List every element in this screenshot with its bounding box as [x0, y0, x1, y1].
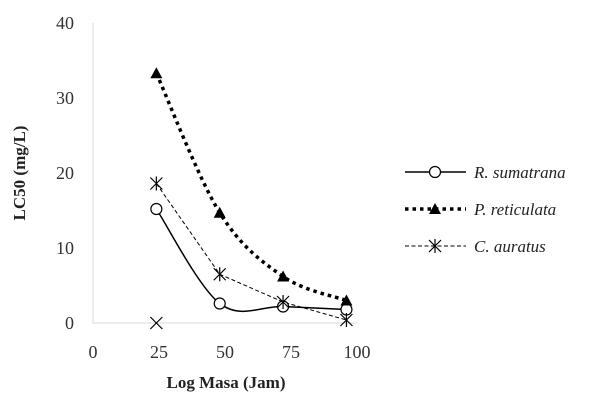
y-axis-title: LC50 (mg/L): [10, 126, 29, 221]
x-axis-title: Log Masa (Jam): [167, 373, 286, 392]
data-point-c-auratus: [149, 176, 163, 191]
data-point-r-sumatrana: [150, 202, 163, 216]
data-point-c-auratus: [213, 267, 227, 282]
series-line-r-sumatrana: [155, 208, 347, 313]
x-tick-label: 50: [216, 342, 234, 362]
y-tick-label: 40: [56, 13, 74, 33]
legend-marker-c-auratus: [428, 239, 442, 253]
data-point-p-reticulata: [213, 206, 226, 218]
legend-marker-p-reticulata: [429, 203, 441, 214]
annotation-marker: [149, 316, 163, 330]
legend-label-c-auratus: C. auratus: [474, 237, 546, 256]
data-point-p-reticulata: [277, 270, 290, 282]
marker-layer: [149, 67, 353, 330]
series-layer: [154, 72, 348, 321]
legend-item-p-reticulata: P. reticulata: [405, 200, 556, 219]
data-point-c-auratus: [276, 295, 290, 309]
legend-label-r-sumatrana: R. sumatrana: [473, 163, 566, 182]
x-tick-label: 0: [89, 342, 98, 362]
legend: R. sumatrana P. reticulata C. auratus: [405, 163, 566, 256]
series-line-p-reticulata: [154, 72, 348, 303]
x-tick-label: 100: [344, 342, 371, 362]
data-point-p-reticulata: [340, 294, 353, 306]
legend-item-r-sumatrana: R. sumatrana: [405, 163, 566, 182]
y-tick-label: 10: [56, 238, 74, 258]
legend-item-c-auratus: C. auratus: [405, 237, 546, 256]
y-tick-label: 20: [56, 163, 74, 183]
y-tick-label: 0: [65, 313, 74, 333]
x-tick-labels: 0 25 50 75 100: [89, 342, 371, 362]
y-tick-label: 30: [56, 88, 74, 108]
data-point-c-auratus: [340, 313, 353, 327]
legend-label-p-reticulata: P. reticulata: [473, 200, 556, 219]
data-point-p-reticulata: [150, 67, 163, 79]
x-tick-label: 75: [282, 342, 300, 362]
data-point-r-sumatrana: [213, 297, 226, 310]
legend-marker-r-sumatrana: [428, 165, 442, 179]
y-tick-labels: 0 10 20 30 40: [56, 13, 74, 333]
series-line-c-auratus: [155, 183, 347, 321]
x-tick-label: 25: [150, 342, 168, 362]
axes: [92, 23, 357, 324]
